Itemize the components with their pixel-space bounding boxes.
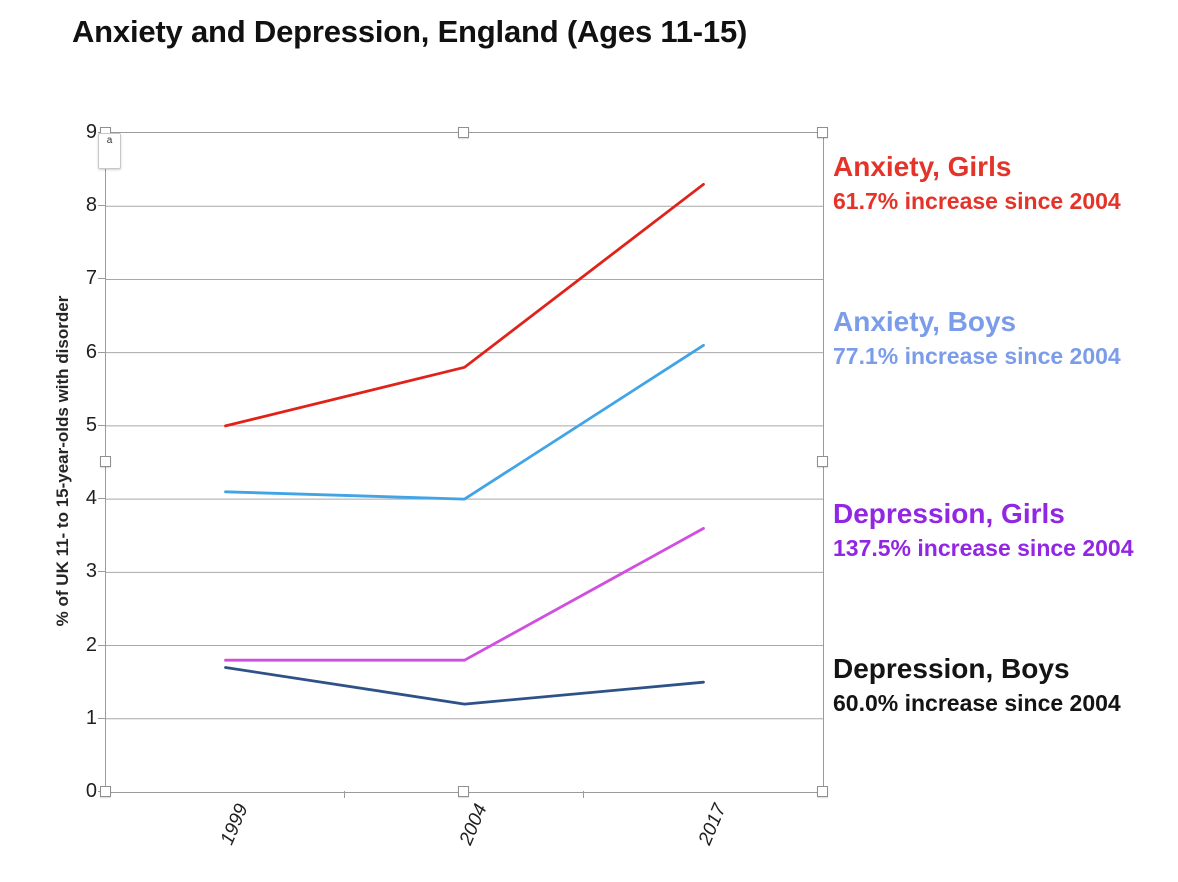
artifact-tooltip-text: a	[106, 135, 113, 146]
y-tick-label-2: 2	[85, 633, 97, 656]
y-tick-label-0: 0	[85, 780, 97, 802]
series-line-anxiety-boys[interactable]	[224, 343, 705, 501]
y-tick-label-9: 9	[85, 121, 97, 143]
series-line-depression-girls[interactable]	[224, 526, 705, 662]
resize-handle-bottom-right[interactable]	[816, 785, 828, 797]
y-tick-label-7: 7	[85, 267, 97, 290]
series-line-depression-boys[interactable]	[224, 666, 705, 706]
x-tick-mark	[583, 791, 584, 798]
y-tick-label-6: 6	[85, 340, 97, 363]
x-tick-label-2017: 2017	[694, 801, 731, 849]
y-tick-mark	[98, 424, 105, 426]
resize-handle-middle-right[interactable]	[816, 456, 828, 467]
y-tick-label-5: 5	[85, 413, 97, 436]
series-line-anxiety-girls[interactable]	[224, 182, 705, 428]
legend-series-name: Depression, Boys	[833, 653, 1070, 684]
legend-series-name: Depression, Girls	[833, 498, 1065, 529]
resize-handle-bottom-center[interactable]	[458, 785, 469, 797]
y-tick-mark	[98, 351, 105, 353]
chart-title: Anxiety and Depression, England (Ages 11…	[72, 14, 748, 49]
legend-entry-depression-girls: Depression, Girls 137.5% increase since …	[833, 497, 1134, 564]
y-tick-label-1: 1	[85, 706, 97, 729]
resize-handle-bottom-left[interactable]	[99, 785, 111, 797]
resize-handle-middle-left[interactable]	[99, 456, 111, 467]
y-tick-mark	[98, 205, 105, 207]
x-tick-label-2004: 2004	[455, 801, 492, 849]
y-tick-mark	[98, 644, 105, 646]
legend-series-annotation: 137.5% increase since 2004	[833, 535, 1134, 561]
y-tick-mark	[98, 498, 105, 500]
y-tick-label-8: 8	[85, 194, 97, 217]
chart-legend: Anxiety, Girls 61.7% increase since 2004…	[833, 0, 1178, 882]
y-tick-mark	[98, 717, 105, 719]
resize-handle-top-center[interactable]	[458, 126, 469, 138]
plot-area	[105, 132, 824, 793]
resize-handle-top-right[interactable]	[816, 126, 828, 138]
legend-entry-anxiety-boys: Anxiety, Boys 77.1% increase since 2004	[833, 305, 1121, 372]
artifact-tooltip: a	[98, 133, 121, 169]
legend-series-name: Anxiety, Girls	[833, 151, 1012, 182]
y-tick-label-3: 3	[85, 560, 97, 583]
legend-series-name: Anxiety, Boys	[833, 306, 1017, 337]
y-tick-mark	[98, 571, 105, 573]
y-axis-title: % of UK 11- to 15-year-olds with disorde…	[53, 295, 72, 627]
legend-series-annotation: 61.7% increase since 2004	[833, 188, 1121, 214]
x-tick-mark	[344, 791, 345, 798]
chart-svg	[106, 182, 823, 720]
x-tick-label-1999: 1999	[216, 801, 253, 849]
y-tick-mark	[98, 278, 105, 280]
legend-entry-depression-boys: Depression, Boys 60.0% increase since 20…	[833, 652, 1121, 719]
legend-series-annotation: 77.1% increase since 2004	[833, 343, 1121, 369]
y-tick-label-4: 4	[85, 487, 97, 510]
legend-series-annotation: 60.0% increase since 2004	[833, 690, 1121, 716]
legend-entry-anxiety-girls: Anxiety, Girls 61.7% increase since 2004	[833, 150, 1121, 217]
